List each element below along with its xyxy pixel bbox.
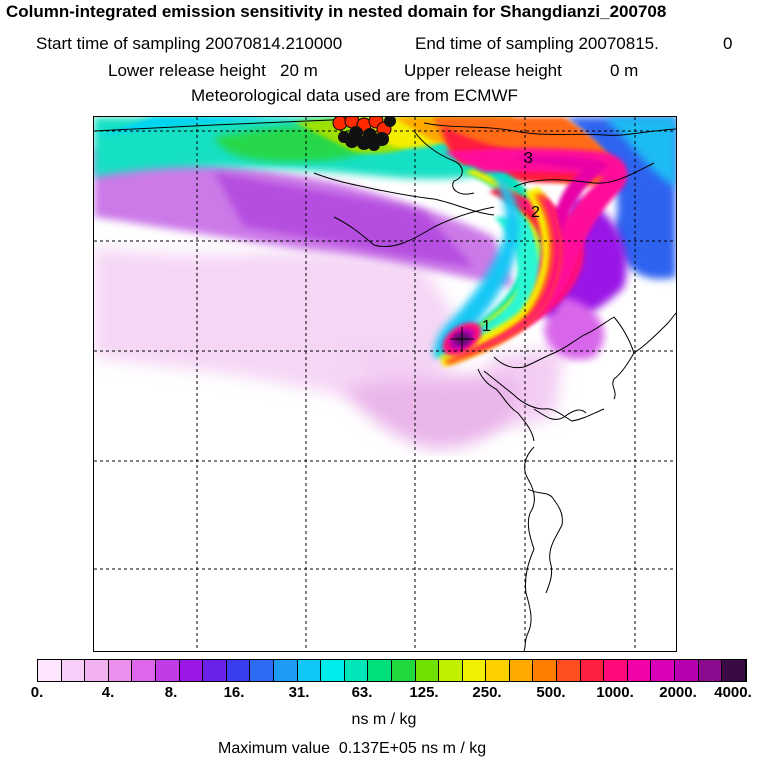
colorbar-swatch bbox=[533, 660, 558, 681]
colorbar-swatch bbox=[391, 660, 416, 681]
colorbar-swatch bbox=[38, 660, 62, 681]
track-label-3: 3 bbox=[524, 150, 533, 167]
sensitivity-field bbox=[94, 117, 676, 449]
track-labels: 1 2 3 bbox=[482, 150, 540, 335]
colorbar-tick: 2000. bbox=[659, 684, 697, 701]
colorbar-swatch bbox=[439, 660, 463, 681]
colorbar-swatch bbox=[627, 660, 652, 681]
upper-release-value: 0 m bbox=[610, 61, 639, 80]
colorbar-swatch bbox=[250, 660, 274, 681]
colorbar-tick: 4000. bbox=[714, 684, 752, 701]
start-time-label: Start time of sampling 20070814.210000 bbox=[36, 34, 343, 53]
colorbar-swatch bbox=[155, 660, 180, 681]
colorbar-tick: 4. bbox=[101, 684, 115, 701]
colorbar-swatch bbox=[85, 660, 109, 681]
colorbar-swatch bbox=[580, 660, 605, 681]
colorbar-swatch bbox=[344, 660, 369, 681]
particle-clusters bbox=[332, 117, 396, 151]
colorbar-swatch bbox=[273, 660, 298, 681]
colorbar-tick: 63. bbox=[351, 684, 373, 701]
colorbar-swatch bbox=[132, 660, 156, 681]
colorbar-swatch bbox=[368, 660, 392, 681]
colorbar-swatch bbox=[486, 660, 510, 681]
lower-release-height: Lower release height 20 m bbox=[108, 61, 318, 80]
colorbar-swatch bbox=[557, 660, 581, 681]
colorbar-swatch bbox=[462, 660, 487, 681]
colorbar-swatch bbox=[651, 660, 676, 681]
colorbar-units: ns m / kg bbox=[351, 711, 417, 728]
colorbar-swatch bbox=[108, 660, 133, 681]
colorbar-tick: 500. bbox=[536, 684, 566, 701]
colorbar bbox=[37, 659, 747, 682]
colorbar-tick: 8. bbox=[164, 684, 178, 701]
receptor-marker bbox=[450, 327, 474, 351]
colorbar-swatch bbox=[179, 660, 204, 681]
colorbar-tick: 16. bbox=[223, 684, 245, 701]
track-label-2: 2 bbox=[531, 204, 540, 221]
colorbar-tick: 250. bbox=[472, 684, 502, 701]
colorbar-swatch bbox=[61, 660, 86, 681]
map-svg: 1 2 3 bbox=[94, 117, 676, 651]
track-label-1: 1 bbox=[482, 318, 491, 335]
sensitivity-map: 1 2 3 bbox=[93, 116, 677, 652]
colorbar-swatch bbox=[604, 660, 628, 681]
colorbar-swatch bbox=[698, 660, 723, 681]
plot-title: Column-integrated emission sensitivity i… bbox=[6, 2, 667, 21]
colorbar-tick: 1000. bbox=[596, 684, 634, 701]
colorbar-swatch bbox=[297, 660, 322, 681]
colorbar-tick: 31. bbox=[288, 684, 310, 701]
colorbar-tick: 0. bbox=[30, 684, 44, 701]
maximum-value-label: Maximum value 0.137E+05 ns m / kg bbox=[218, 740, 487, 757]
colorbar-swatch bbox=[226, 660, 251, 681]
colorbar-swatch bbox=[321, 660, 345, 681]
end-time-suffix: 0 bbox=[723, 34, 733, 53]
colorbar-swatch bbox=[675, 660, 699, 681]
colorbar-tick: 125. bbox=[409, 684, 439, 701]
colorbar-swatch bbox=[509, 660, 534, 681]
met-data-label: Meteorological data used are from ECMWF bbox=[191, 86, 518, 105]
colorbar-swatch bbox=[722, 660, 746, 681]
end-time-label: End time of sampling 20070815. bbox=[415, 34, 659, 53]
colorbar-swatch bbox=[203, 660, 227, 681]
colorbar-swatch bbox=[415, 660, 440, 681]
upper-release-height: Upper release height bbox=[404, 61, 562, 80]
